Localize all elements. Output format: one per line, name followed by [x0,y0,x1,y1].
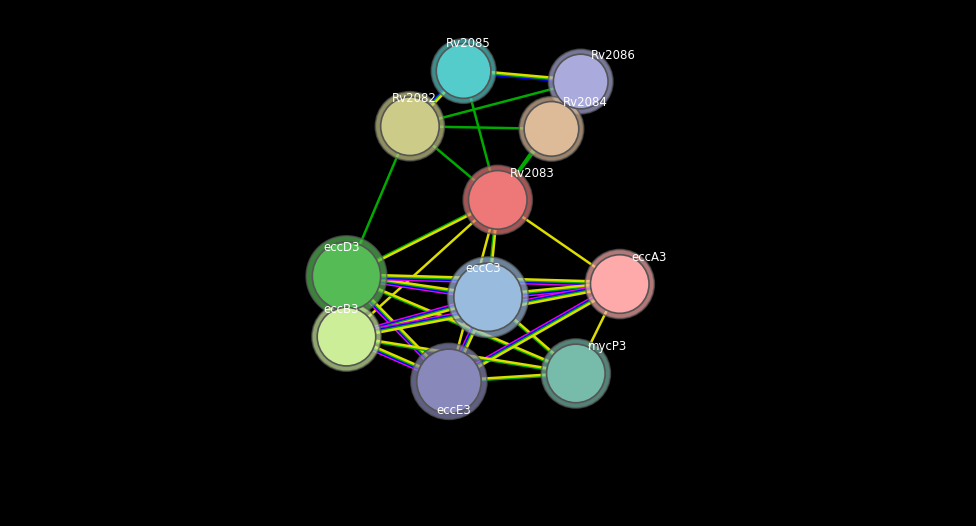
Ellipse shape [376,92,444,161]
Text: eccD3: eccD3 [323,241,360,254]
Ellipse shape [464,165,532,235]
Ellipse shape [468,170,527,229]
Ellipse shape [306,236,386,317]
Ellipse shape [454,263,522,331]
Ellipse shape [547,344,605,403]
Text: eccC3: eccC3 [466,262,501,275]
Ellipse shape [381,97,439,156]
Text: Rv2083: Rv2083 [509,167,554,180]
Text: eccA3: eccA3 [631,251,667,264]
Text: mycP3: mycP3 [588,340,627,353]
Text: Rv2085: Rv2085 [446,37,491,50]
Ellipse shape [431,39,496,103]
Ellipse shape [312,302,381,371]
Text: eccE3: eccE3 [436,404,471,417]
Ellipse shape [542,339,610,408]
Ellipse shape [448,257,528,338]
Text: Rv2082: Rv2082 [392,92,437,105]
Text: Rv2086: Rv2086 [590,48,635,62]
Ellipse shape [417,349,481,413]
Ellipse shape [312,242,381,310]
Ellipse shape [549,49,613,114]
Ellipse shape [553,54,608,109]
Ellipse shape [586,249,654,319]
Ellipse shape [436,44,491,98]
Ellipse shape [519,97,584,161]
Ellipse shape [317,307,376,366]
Ellipse shape [590,255,649,313]
Ellipse shape [411,343,487,419]
Text: eccB3: eccB3 [324,302,359,316]
Text: Rv2084: Rv2084 [563,96,608,109]
Ellipse shape [524,102,579,156]
